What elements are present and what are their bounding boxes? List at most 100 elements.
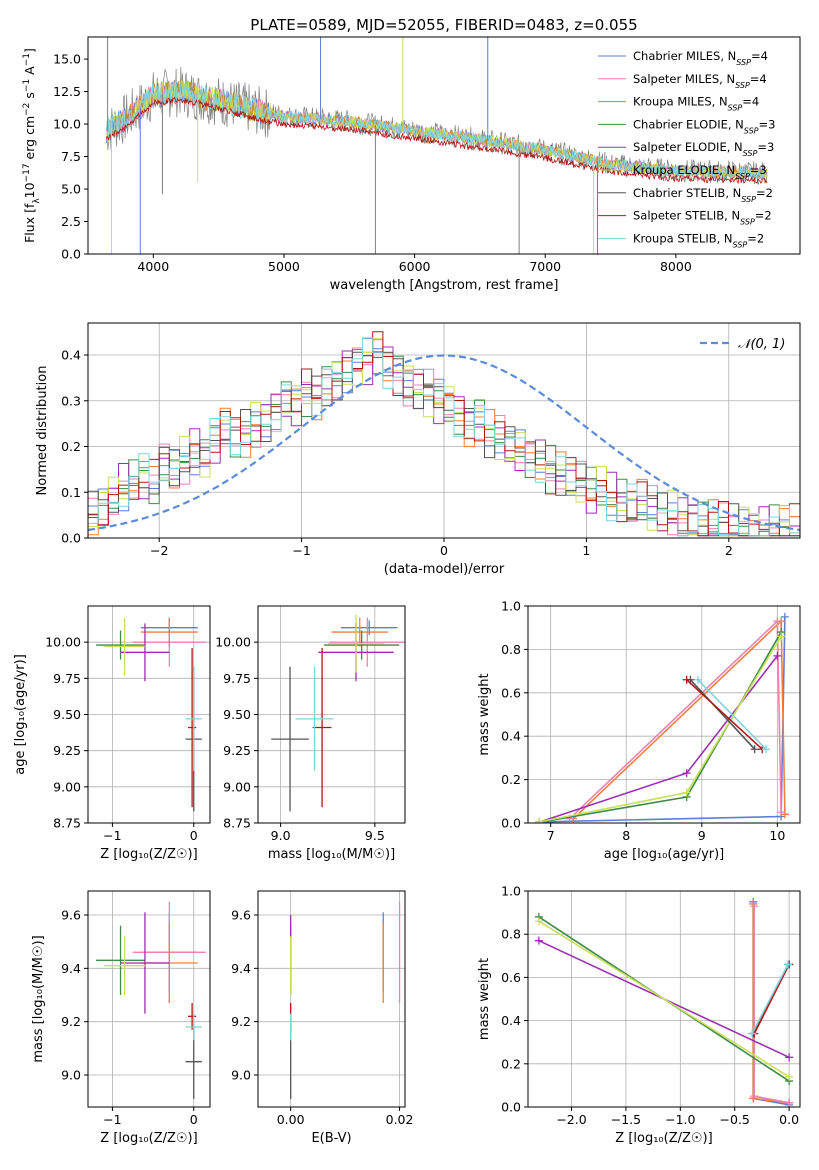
y-tick-label: 0.8: [501, 642, 521, 657]
y-tick-label: 0.6: [501, 970, 521, 985]
errorbar-Kroupa-ELODIE: [327, 614, 385, 673]
y-tick-label: 9.0: [61, 1068, 81, 1083]
y-axis-label-part: λ: [32, 198, 42, 204]
weight-marker: [777, 632, 786, 641]
panel-age-vs-mass: 9.0 9.5 8.75 9.00 9.25 9.50 9.75 10.00 mass [log…: [215, 605, 406, 862]
legend-name: Salpeter MILES, N: [633, 72, 735, 86]
legend-n: =4: [742, 95, 759, 109]
x-axis-label: E(B-V): [311, 1131, 351, 1146]
legend-label: Chabrier MILES, NSSP=4: [633, 49, 768, 67]
errorbar-Chabrier-ELODIE: [96, 925, 145, 995]
y-tick-label: 5.0: [61, 182, 81, 197]
weight-marker: [534, 936, 543, 945]
y-axis-label-part: Flux [f: [22, 203, 37, 243]
histogram-Kroupa-ELODIE: [88, 337, 800, 537]
legend-sub: SSP: [744, 126, 759, 135]
errorbar-Kroupa-ELODIE: [104, 936, 145, 995]
errorbar-Salpeter-MILES: [329, 617, 405, 667]
y-tick-label: 0.4: [501, 729, 521, 744]
weight-marker: [780, 612, 789, 621]
y-tick-label: 15.0: [53, 52, 81, 67]
legend-label: Kroupa MILES, NSSP=4: [633, 95, 759, 113]
y-axis-label-part: −1: [22, 53, 32, 66]
spectrum-line-Salpeter-STELIB: [105, 96, 768, 184]
y-axis-label: age [log₁₀(age/yr)]: [13, 654, 28, 775]
legend-n: =2: [747, 231, 764, 245]
y-tick-label: 0.1: [61, 485, 81, 500]
weight-line-Chabrier-STELIB: [689, 679, 756, 750]
y-axis-label: mass weight: [477, 673, 492, 755]
errorbar-Chabrier-STELIB: [271, 666, 309, 812]
weight-marker: [773, 617, 782, 626]
weight-line-orange: [572, 619, 786, 820]
x-tick-label: −0.5: [720, 1112, 750, 1127]
plot-area-mass-vs-Z: [96, 901, 206, 1099]
x-tick-label: 2: [725, 543, 733, 558]
errorbar-Salpeter-ELODIE: [120, 623, 170, 682]
y-tick-label: 0.4: [61, 348, 81, 363]
panel-mass-vs-Z: −1 0 9.0 9.2 9.4 9.6 Z [log₁₀(Z/Z☉)] mass [log₁…: [31, 890, 211, 1146]
x-tick-label: 9.5: [365, 828, 385, 843]
weight-line-Kroupa-STELIB: [697, 679, 767, 750]
legend-label: Salpeter STELIB, NSSP=2: [633, 209, 772, 227]
legend-sub: SSP: [733, 240, 748, 249]
y-tick-label: 9.6: [61, 908, 81, 923]
x-tick-label: 0.02: [386, 1112, 414, 1127]
y-tick-label: 9.00: [223, 779, 251, 794]
legend-name: Kroupa ELODIE, N: [633, 163, 735, 177]
weight-marker: [785, 1098, 794, 1107]
y-axis-label-part: ]: [22, 48, 37, 53]
x-tick-label: 1: [582, 543, 590, 558]
y-tick-label: 2.5: [61, 214, 81, 229]
chart-layer: 4000 5000 6000 7000 80000.02.55.07.510.012.5…: [13, 36, 801, 1146]
spectrum-line-Kroupa-STELIB: [105, 79, 768, 180]
weight-line-Kroupa-ELODIE: [539, 635, 782, 823]
x-axis-label: (data-model)/error: [384, 562, 505, 577]
y-tick-label: 0.0: [61, 247, 81, 262]
y-tick-label: 0.2: [61, 439, 81, 454]
weight-marker: [535, 817, 544, 823]
axes-frame: [527, 605, 801, 824]
axes-frame: [87, 890, 211, 1108]
plot-area-weight-vs-Z: [534, 897, 794, 1107]
errorbar-Salpeter-STELIB: [312, 647, 332, 808]
errorbar-Chabrier-MILES: [340, 620, 398, 635]
x-tick-label: −1: [292, 543, 310, 558]
errorbar-Salpeter-STELIB: [188, 647, 197, 808]
legend-n: =3: [750, 163, 767, 177]
legend-label: Kroupa STELIB, NSSP=2: [633, 231, 764, 249]
errorbar-Kroupa-STELIB: [185, 1013, 202, 1041]
y-tick-label: 9.2: [231, 1014, 251, 1029]
legend-sub: SSP: [741, 194, 756, 203]
y-tick-label: 0.4: [501, 1013, 521, 1028]
weight-marker: [773, 651, 782, 660]
figure-title: PLATE=0589, MJD=52055, FIBERID=0483, z=0…: [250, 16, 637, 34]
weight-marker: [750, 902, 759, 911]
y-axis-label: Flux [fλ10−17 erg cm−2 s−1 A−1]: [22, 48, 42, 243]
plot-area-age-vs-mass: [271, 614, 405, 812]
x-tick-label: 0: [440, 543, 448, 558]
weight-marker: [785, 1072, 794, 1081]
plot-area-age-vs-Z: [96, 617, 206, 812]
errorbar-Kroupa-STELIB: [185, 666, 202, 771]
y-tick-label: 0.8: [501, 927, 521, 942]
weight-line-Chabrier-MILES: [539, 616, 786, 823]
y-axis-label: mass weight: [477, 958, 492, 1040]
y-axis-label: mass [log₁₀(M/M☉)]: [31, 935, 46, 1062]
weight-line-Kroupa-ELODIE: [538, 920, 790, 1078]
y-axis-label-part: A: [22, 66, 37, 79]
weight-marker: [682, 788, 691, 797]
legend-name: Chabrier MILES, N: [633, 49, 736, 63]
weight-marker: [750, 1092, 759, 1101]
panel-residuals: −2 −1 0 1 2 0.0 0.1 0.2 0.3 0.4 (data-model)/error…: [35, 322, 801, 577]
legend-n: =3: [757, 140, 774, 154]
x-tick-label: 0.0: [779, 1112, 799, 1127]
y-tick-label: 10.00: [45, 635, 81, 650]
weight-line-Kroupa-STELIB: [751, 964, 789, 1034]
legend-name: Chabrier STELIB, N: [633, 186, 741, 200]
y-tick-label: 0.6: [501, 685, 521, 700]
legend-name: Kroupa STELIB, N: [633, 231, 733, 245]
y-tick-label: 9.50: [223, 707, 251, 722]
weight-marker: [762, 745, 770, 754]
